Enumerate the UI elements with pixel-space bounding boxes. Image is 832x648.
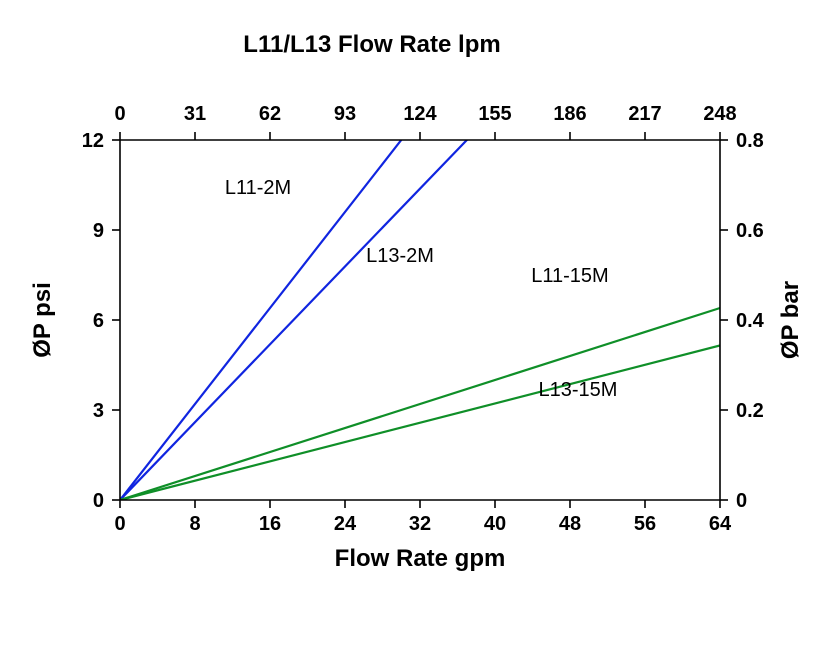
tick-top: 0 (114, 103, 125, 125)
tick-right: 0.2 (736, 400, 764, 422)
tick-right: 0 (736, 490, 747, 512)
tick-bottom: 16 (259, 513, 281, 535)
tick-top: 62 (259, 103, 281, 125)
tick-bottom: 24 (334, 513, 357, 535)
axis-title-top: L11/L13 Flow Rate lpm (243, 31, 500, 58)
tick-right: 0.8 (736, 130, 764, 152)
tick-right: 0.6 (736, 220, 764, 242)
tick-bottom: 56 (634, 513, 656, 535)
series-label-L11-2M: L11-2M (225, 177, 291, 199)
tick-left: 0 (93, 490, 104, 512)
series-label-L13-2M: L13-2M (366, 245, 434, 267)
tick-top: 186 (553, 103, 586, 125)
tick-left: 3 (93, 400, 104, 422)
axis-title-left: ØP psi (29, 282, 56, 358)
tick-bottom: 8 (189, 513, 200, 535)
tick-left: 12 (82, 130, 104, 152)
tick-top: 31 (184, 103, 206, 125)
tick-left: 9 (93, 220, 104, 242)
axis-title-bottom: Flow Rate gpm (335, 545, 506, 572)
tick-right: 0.4 (736, 310, 765, 332)
series-label-L13-15M: L13-15M (539, 379, 618, 401)
tick-top: 248 (703, 103, 736, 125)
tick-top: 93 (334, 103, 356, 125)
tick-bottom: 48 (559, 513, 581, 535)
chart-container: 0816243240485664Flow Rate gpm03162931241… (0, 0, 832, 648)
tick-top: 155 (478, 103, 511, 125)
dp-flow-chart: 0816243240485664Flow Rate gpm03162931241… (0, 0, 832, 648)
axis-title-right: ØP bar (777, 281, 804, 359)
tick-left: 6 (93, 310, 104, 332)
tick-bottom: 0 (114, 513, 125, 535)
tick-top: 217 (628, 103, 661, 125)
tick-top: 124 (403, 103, 437, 125)
tick-bottom: 40 (484, 513, 506, 535)
tick-bottom: 64 (709, 513, 732, 535)
series-label-L11-15M: L11-15M (531, 265, 608, 287)
tick-bottom: 32 (409, 513, 431, 535)
